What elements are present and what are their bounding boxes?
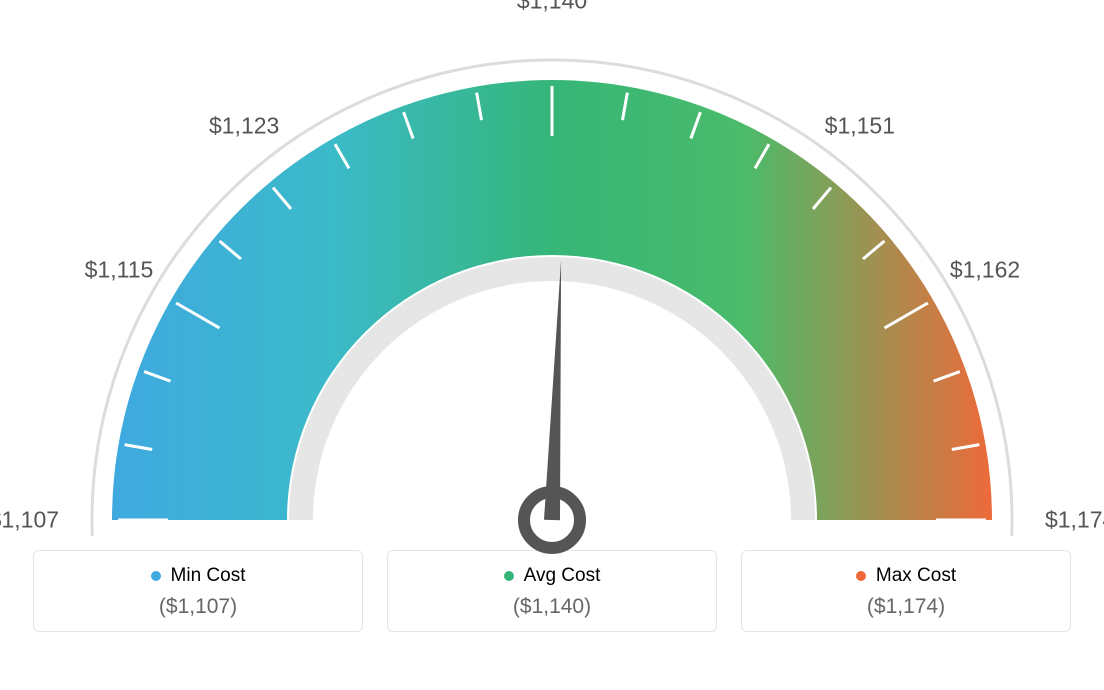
gauge-tick-label: $1,162 bbox=[950, 257, 1020, 284]
gauge-tick-label: $1,123 bbox=[209, 112, 279, 139]
gauge-tick-label: $1,151 bbox=[825, 112, 895, 139]
max-cost-value: ($1,174) bbox=[752, 595, 1060, 619]
gauge-tick-label: $1,115 bbox=[85, 257, 154, 284]
avg-cost-value: ($1,140) bbox=[398, 595, 706, 619]
min-cost-value: ($1,107) bbox=[44, 595, 352, 619]
gauge-tick-label: $1,140 bbox=[517, 0, 587, 15]
gauge-chart: $1,107 $1,115 $1,123 $1,140 $1,151 $1,162 $1,1… bbox=[0, 0, 1104, 560]
gauge-tick-label: $1,174 bbox=[1045, 507, 1104, 534]
gauge-svg bbox=[0, 20, 1104, 580]
gauge-tick-label: $1,107 bbox=[0, 507, 59, 534]
